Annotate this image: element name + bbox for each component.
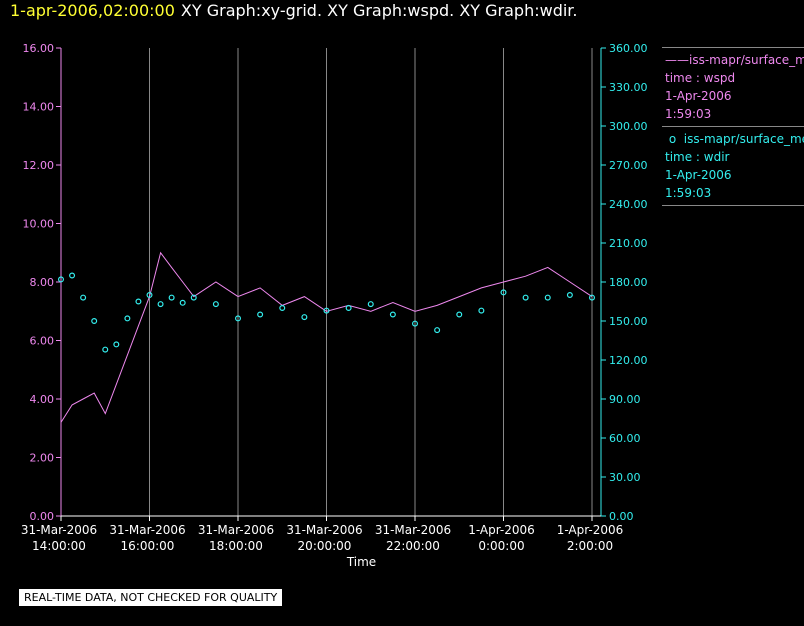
wdir-point [124,315,131,322]
x-tick-label: 0:00:00 [478,539,524,553]
left-y-tick-label: 6.00 [30,335,55,348]
wdir-point [345,305,352,312]
header-titles: XY Graph:xy-grid. XY Graph:wspd. XY Grap… [180,1,578,20]
legend-divider [662,205,804,206]
wdir-point [157,301,164,308]
wdir-point [478,307,485,314]
left-y-tick-label: 0.00 [30,510,55,523]
left-y-tick-label: 14.00 [23,101,55,114]
chart-header: 1-apr-2006,02:00:00 XY Graph:xy-grid. XY … [10,1,578,20]
right-y-tick-label: 150.00 [609,315,648,328]
x-tick-label: 16:00:00 [121,539,175,553]
x-tick-label: 31-Mar-2006 [21,523,97,537]
x-tick-label: 31-Mar-2006 [375,523,451,537]
legend: ——iss-mapr/surface_met time : wspd 1-Apr… [662,44,804,209]
right-y-tick-label: 210.00 [609,237,648,250]
wdir-point [91,318,98,325]
wdir-point [434,327,441,334]
wdir-point [102,346,109,353]
left-y-tick-label: 2.00 [30,452,55,465]
wdir-point [389,311,396,318]
wdir-point [146,292,153,299]
wdir-point [301,314,308,321]
right-y-tick-label: 360.00 [609,42,648,55]
legend-wspd-time: 1:59:03 [665,107,712,121]
left-y-tick-label: 12.00 [23,159,55,172]
x-tick-label: 2:00:00 [567,539,613,553]
legend-wdir-time: 1:59:03 [665,186,712,200]
wdir-point [168,294,175,301]
legend-wdir-date: 1-Apr-2006 [665,168,732,182]
x-tick-label: 31-Mar-2006 [286,523,362,537]
wdir-point [257,311,264,318]
x-tick-label: 1-Apr-2006 [468,523,535,537]
wdir-point [588,294,595,301]
x-tick-label: 14:00:00 [32,539,86,553]
legend-wspd-field: time : wspd [665,71,736,85]
right-y-tick-label: 60.00 [609,432,641,445]
x-tick-label: 22:00:00 [386,539,440,553]
wdir-point [57,276,64,283]
header-date: 1-apr-2006,02:00:00 [10,1,175,20]
right-y-tick-label: 240.00 [609,198,648,211]
legend-divider [662,126,804,127]
wdir-point [135,298,142,305]
wdir-point [279,305,286,312]
left-y-tick-label: 16.00 [23,42,55,55]
wdir-point [412,320,419,327]
legend-wdir-source: o iss-mapr/surface_met [665,132,804,146]
legend-divider [662,47,804,48]
wdir-point [544,294,551,301]
wdir-point [190,294,197,301]
legend-wspd-date: 1-Apr-2006 [665,89,732,103]
right-y-tick-label: 90.00 [609,393,641,406]
wdir-point [235,315,242,322]
x-tick-label: 1-Apr-2006 [557,523,624,537]
right-y-tick-label: 120.00 [609,354,648,367]
wdir-point [456,311,463,318]
legend-wdir-field: time : wdir [665,150,730,164]
legend-wdir: o iss-mapr/surface_met time : wdir 1-Apr… [662,130,804,202]
wdir-point [367,301,374,308]
wdir-point [80,294,87,301]
right-y-tick-label: 270.00 [609,159,648,172]
x-tick-label: 20:00:00 [298,539,352,553]
wdir-point [500,289,507,296]
right-y-tick-label: 0.00 [609,510,634,523]
wdir-point [179,299,186,306]
legend-wspd: ——iss-mapr/surface_met time : wspd 1-Apr… [662,51,804,123]
left-y-tick-label: 8.00 [30,276,55,289]
x-tick-label: 31-Mar-2006 [198,523,274,537]
x-tick-label: 18:00:00 [209,539,263,553]
quality-notice: REAL-TIME DATA, NOT CHECKED FOR QUALITY [19,589,283,606]
legend-wspd-source: ——iss-mapr/surface_met [665,53,804,67]
right-y-tick-label: 330.00 [609,81,648,94]
left-y-tick-label: 10.00 [23,218,55,231]
wdir-point [212,301,219,308]
left-y-tick-label: 4.00 [30,393,55,406]
x-tick-label: 31-Mar-2006 [109,523,185,537]
right-y-tick-label: 180.00 [609,276,648,289]
wdir-point [69,272,76,279]
right-y-tick-label: 30.00 [609,471,641,484]
x-axis-label: Time [346,555,376,569]
wdir-point [566,292,573,299]
wspd-series-line [60,251,593,423]
right-y-tick-label: 300.00 [609,120,648,133]
wdir-point [522,294,529,301]
wdir-point [323,307,330,314]
wdir-point [113,341,120,348]
